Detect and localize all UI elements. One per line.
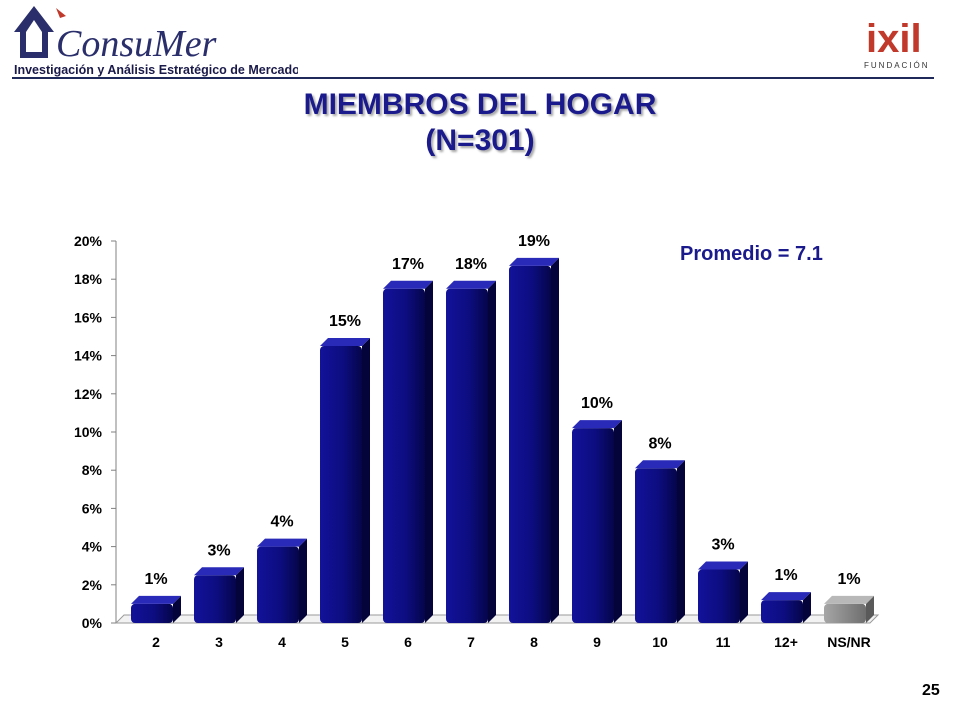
y-tick-label: 6%: [82, 500, 103, 516]
chart-labels: 2 1% 3 3% 4 4% 5 15% 6 17% 7 18% 8 19% 9 10% 10 8% 11 3% 12+…: [144, 233, 870, 650]
bar-side: [173, 595, 181, 623]
bar-top: [761, 592, 811, 601]
bar-top: [383, 280, 433, 289]
ixil-logo: ixil FUNDACIÓN: [864, 17, 930, 70]
chart-axes: 0% 2% 4% 6% 8% 10% 12% 14% 16% 18% 20%: [74, 233, 880, 631]
bar-top: [824, 595, 874, 604]
data-label: 4%: [270, 514, 293, 531]
bar-top: [572, 420, 622, 429]
bar-side: [362, 338, 370, 623]
chart-bars: [131, 257, 874, 623]
bar-front: [509, 265, 551, 623]
y-tick-label: 8%: [82, 462, 103, 478]
bar-front: [320, 346, 362, 623]
page-number: 25: [922, 682, 940, 699]
bar-top: [194, 567, 244, 576]
bar-nsnr: [824, 595, 874, 623]
x-tick-label: 3: [215, 634, 223, 650]
chart-title: MIEMBROS DEL HOGAR: [303, 88, 657, 121]
bar-side: [614, 420, 622, 623]
data-label: 10%: [581, 395, 613, 412]
logo-brand-name: ConsuMer: [56, 23, 217, 65]
x-tick-label: 8: [530, 634, 538, 650]
x-tick-label: 2: [152, 634, 160, 650]
data-label: 1%: [144, 571, 167, 588]
bar-front: [572, 428, 614, 623]
bar-side: [299, 538, 307, 623]
x-tick-label: 10: [652, 634, 668, 650]
x-tick-label: 6: [404, 634, 412, 650]
bar-front: [635, 468, 677, 623]
bar-10: [635, 460, 685, 623]
y-tick-label: 18%: [74, 271, 103, 287]
x-tick-label: 9: [593, 634, 601, 650]
logo-ixil-subtitle: FUNDACIÓN: [864, 61, 930, 70]
bar-side: [551, 257, 559, 623]
bar-top: [635, 460, 685, 469]
consumer-logo: ConsuMer Investigación y Análisis Estrat…: [14, 6, 298, 77]
x-tick-label: 7: [467, 634, 475, 650]
bar-front: [761, 600, 803, 623]
logo-tagline: Investigación y Análisis Estratégico de …: [14, 63, 298, 77]
bar-side: [236, 567, 244, 623]
bar-front: [446, 288, 488, 623]
bar-4: [257, 538, 307, 623]
bar-front: [698, 569, 740, 623]
bar-8: [509, 257, 559, 623]
bar-front: [194, 575, 236, 623]
data-label: 8%: [648, 435, 671, 452]
y-tick-label: 0%: [82, 615, 103, 631]
y-tick-label: 4%: [82, 539, 103, 555]
data-label: 3%: [207, 542, 230, 559]
bar-side: [425, 280, 433, 623]
data-label: 1%: [837, 571, 860, 588]
bar-top: [698, 561, 748, 570]
data-label: 3%: [711, 537, 734, 554]
data-label: 1%: [774, 567, 797, 584]
y-tick-label: 2%: [82, 577, 103, 593]
x-tick-label: 4: [278, 634, 286, 650]
bar-2: [131, 595, 181, 623]
bar-11: [698, 561, 748, 623]
bar-front: [257, 546, 299, 623]
x-tick-label: 5: [341, 634, 349, 650]
x-tick-label: NS/NR: [827, 634, 871, 650]
bar-side: [740, 561, 748, 623]
data-label: 18%: [455, 256, 487, 273]
bar-front: [824, 603, 866, 623]
bar-top: [257, 538, 307, 547]
y-tick-label: 12%: [74, 386, 103, 402]
bar-top: [509, 257, 559, 266]
logo-ixil-name: ixil: [866, 17, 922, 61]
y-tick-label: 20%: [74, 233, 103, 249]
bar-7: [446, 280, 496, 623]
y-tick-label: 10%: [74, 424, 103, 440]
bar-top: [446, 280, 496, 289]
bar-top: [320, 338, 370, 347]
bar-6: [383, 280, 433, 623]
bar-side: [866, 595, 874, 623]
data-label: 17%: [392, 256, 424, 273]
x-tick-label: 12+: [774, 634, 798, 650]
bar-side: [488, 280, 496, 623]
bar-side: [677, 460, 685, 623]
bar-9: [572, 420, 622, 623]
y-tick-label: 14%: [74, 348, 103, 364]
chart-subtitle: (N=301): [425, 124, 535, 157]
bar-12: [761, 592, 811, 623]
average-note: Promedio = 7.1: [680, 243, 823, 265]
chart-floor: [114, 614, 880, 624]
y-tick-label: 16%: [74, 309, 103, 325]
bar-3: [194, 567, 244, 623]
data-label: 19%: [518, 233, 550, 250]
bar-front: [383, 288, 425, 623]
bar-5: [320, 338, 370, 623]
data-label: 15%: [329, 313, 361, 330]
bar-top: [131, 595, 181, 604]
header-divider: [12, 77, 934, 79]
bar-side: [803, 592, 811, 623]
bar-front: [131, 603, 173, 623]
x-tick-label: 11: [716, 634, 731, 650]
